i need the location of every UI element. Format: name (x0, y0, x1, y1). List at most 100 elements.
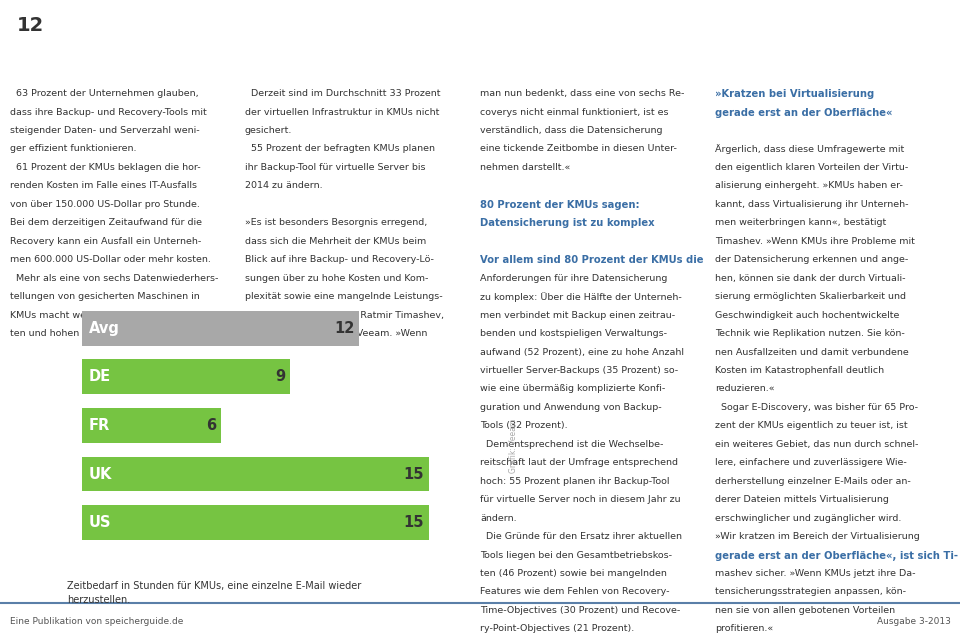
Bar (0, 0, 62, 54)
Text: alisierung einhergeht. »KMUs haben er-: alisierung einhergeht. »KMUs haben er- (715, 182, 903, 190)
Text: kannt, dass Virtualisierung ihr Unterneh-: kannt, dass Virtualisierung ihr Unterneh… (715, 200, 909, 209)
Text: ein weiteres Gebiet, das nun durch schnel-: ein weiteres Gebiet, das nun durch schne… (715, 440, 919, 449)
Text: 6: 6 (205, 418, 216, 433)
Text: Time-Objectives (30 Prozent) und Recove-: Time-Objectives (30 Prozent) und Recove- (480, 606, 681, 615)
Text: tensicherungsstrategien anpassen, kön-: tensicherungsstrategien anpassen, kön- (715, 587, 906, 596)
Text: ändern.: ändern. (480, 514, 516, 523)
Text: Vor allem sind 80 Prozent der KMUs die: Vor allem sind 80 Prozent der KMUs die (480, 255, 704, 265)
Text: der virtuellen Infrastruktur in KMUs nicht: der virtuellen Infrastruktur in KMUs nic… (245, 107, 439, 117)
Text: hoch: 55 Prozent planen ihr Backup-Tool: hoch: 55 Prozent planen ihr Backup-Tool (480, 477, 669, 486)
Text: man nun bedenkt, dass eine von sechs Re-: man nun bedenkt, dass eine von sechs Re- (480, 89, 684, 98)
Text: plexität sowie eine mangelnde Leistungs-: plexität sowie eine mangelnde Leistungs- (245, 292, 443, 301)
Text: 15: 15 (404, 515, 424, 530)
Text: 12: 12 (334, 321, 355, 336)
Text: sungen über zu hohe Kosten und Kom-: sungen über zu hohe Kosten und Kom- (245, 274, 428, 283)
Text: UK: UK (88, 467, 112, 481)
Text: DE: DE (88, 370, 110, 384)
Bar (82, 505, 429, 540)
Text: 80 Prozent der KMUs sagen:: 80 Prozent der KMUs sagen: (480, 200, 639, 210)
Text: Mehr als eine von sechs Datenwiederhers-: Mehr als eine von sechs Datenwiederhers- (10, 274, 218, 283)
Text: virtueller Server-Backups (35 Prozent) so-: virtueller Server-Backups (35 Prozent) s… (480, 366, 678, 375)
Text: men weiterbringen kann«, bestätigt: men weiterbringen kann«, bestätigt (715, 218, 886, 227)
Text: KMUs macht wegen langer Recovery-Zei-: KMUs macht wegen langer Recovery-Zei- (10, 311, 205, 319)
Text: Die Gründe für den Ersatz ihrer aktuellen: Die Gründe für den Ersatz ihrer aktuelle… (480, 532, 682, 541)
Bar (82, 408, 221, 443)
Text: lere, einfachere und zuverlässigere Wie-: lere, einfachere und zuverlässigere Wie- (715, 458, 907, 467)
Text: gerade erst an der Oberfläche«: gerade erst an der Oberfläche« (715, 107, 893, 117)
Text: Recovery kann ein Ausfall ein Unterneh-: Recovery kann ein Ausfall ein Unterneh- (10, 237, 201, 246)
Text: profitieren.«: profitieren.« (715, 624, 774, 634)
Text: derherstellung einzelner E-Mails oder an-: derherstellung einzelner E-Mails oder an… (715, 477, 911, 486)
Text: verständlich, dass die Datensicherung: verständlich, dass die Datensicherung (480, 126, 662, 135)
Text: Datensicherung ist zu komplex: Datensicherung ist zu komplex (480, 218, 655, 229)
Text: nen sie von allen gebotenen Vorteilen: nen sie von allen gebotenen Vorteilen (715, 606, 896, 615)
Text: Features wie dem Fehlen von Recovery-: Features wie dem Fehlen von Recovery- (480, 587, 669, 596)
Text: coverys nicht einmal funktioniert, ist es: coverys nicht einmal funktioniert, ist e… (480, 107, 668, 117)
Text: mashev sicher. »Wenn KMUs jetzt ihre Da-: mashev sicher. »Wenn KMUs jetzt ihre Da- (715, 569, 916, 578)
Text: fähigkeit beklagt«, sagt Ratmir Timashev,: fähigkeit beklagt«, sagt Ratmir Timashev… (245, 311, 444, 319)
Text: wie eine übermäßig komplizierte Konfi-: wie eine übermäßig komplizierte Konfi- (480, 384, 665, 394)
Text: gesichert.: gesichert. (245, 126, 292, 135)
Text: reduzieren.«: reduzieren.« (715, 384, 775, 394)
Text: »Kratzen bei Virtualisierung: »Kratzen bei Virtualisierung (715, 89, 875, 99)
Text: Derzeit sind im Durchschnitt 33 Prozent: Derzeit sind im Durchschnitt 33 Prozent (245, 89, 441, 98)
Text: hen, können sie dank der durch Virtuali-: hen, können sie dank der durch Virtuali- (715, 274, 905, 283)
Text: steigender Daten- und Serverzahl weni-: steigender Daten- und Serverzahl weni- (10, 126, 200, 135)
Text: eine tickende Zeitbombe in diesen Unter-: eine tickende Zeitbombe in diesen Unter- (480, 145, 677, 154)
Text: Tools liegen bei den Gesamtbetriebskos-: Tools liegen bei den Gesamtbetriebskos- (480, 551, 672, 559)
Text: 63 Prozent der Unternehmen glauben,: 63 Prozent der Unternehmen glauben, (10, 89, 198, 98)
Text: Anforderungen für ihre Datensicherung: Anforderungen für ihre Datensicherung (480, 274, 667, 283)
Text: gerade erst an der Oberfläche«, ist sich Ti-: gerade erst an der Oberfläche«, ist sich… (715, 551, 958, 561)
Text: Technik wie Replikation nutzen. Sie kön-: Technik wie Replikation nutzen. Sie kön- (715, 329, 905, 338)
Bar (82, 359, 290, 394)
Text: aufwand (52 Prozent), eine zu hohe Anzahl: aufwand (52 Prozent), eine zu hohe Anzah… (480, 347, 684, 356)
Text: Bei dem derzeitigen Zeitaufwand für die: Bei dem derzeitigen Zeitaufwand für die (10, 218, 202, 227)
Text: Sogar E-Discovery, was bisher für 65 Pro-: Sogar E-Discovery, was bisher für 65 Pro… (715, 403, 918, 412)
Text: benden und kostspieligen Verwaltungs-: benden und kostspieligen Verwaltungs- (480, 329, 667, 338)
Text: erschwinglicher und zugänglicher wird.: erschwinglicher und zugänglicher wird. (715, 514, 901, 523)
Text: ry-Point-Objectives (21 Prozent).: ry-Point-Objectives (21 Prozent). (480, 624, 635, 634)
Text: guration und Anwendung von Backup-: guration und Anwendung von Backup- (480, 403, 661, 412)
Text: tellungen von gesicherten Maschinen in: tellungen von gesicherten Maschinen in (10, 292, 200, 301)
Text: 12: 12 (17, 17, 44, 36)
Text: Geschwindigkeit auch hochentwickelte: Geschwindigkeit auch hochentwickelte (715, 311, 900, 319)
Text: den eigentlich klaren Vorteilen der Virtu-: den eigentlich klaren Vorteilen der Virt… (715, 163, 908, 172)
Text: ihr Backup-Tool für virtuelle Server bis: ihr Backup-Tool für virtuelle Server bis (245, 163, 425, 172)
Text: nen Ausfallzeiten und damit verbundene: nen Ausfallzeiten und damit verbundene (715, 347, 909, 356)
Text: President und CEO von Veeam. »Wenn: President und CEO von Veeam. »Wenn (245, 329, 427, 338)
Text: Tools (32 Prozent).: Tools (32 Prozent). (480, 422, 567, 431)
Text: 61 Prozent der KMUs beklagen die hor-: 61 Prozent der KMUs beklagen die hor- (10, 163, 201, 172)
Text: reitschaft laut der Umfrage entsprechend: reitschaft laut der Umfrage entsprechend (480, 458, 678, 467)
Text: »Wir kratzen im Bereich der Virtualisierung: »Wir kratzen im Bereich der Virtualisier… (715, 532, 920, 541)
Text: sierung ermöglichten Skalierbarkeit und: sierung ermöglichten Skalierbarkeit und (715, 292, 906, 301)
Text: ger effizient funktionieren.: ger effizient funktionieren. (10, 145, 136, 154)
Text: ten und hohen Ausfallskosten Probleme.: ten und hohen Ausfallskosten Probleme. (10, 329, 201, 338)
Text: zu komplex: Über die Hälfte der Unterneh-: zu komplex: Über die Hälfte der Unterneh… (480, 292, 682, 302)
Bar (82, 457, 429, 491)
Text: Kosten im Katastrophenfall deutlich: Kosten im Katastrophenfall deutlich (715, 366, 884, 375)
Text: ten (46 Prozent) sowie bei mangelnden: ten (46 Prozent) sowie bei mangelnden (480, 569, 667, 578)
Text: Grafik: Veeam: Grafik: Veeam (509, 419, 518, 473)
Text: zent der KMUs eigentlich zu teuer ist, ist: zent der KMUs eigentlich zu teuer ist, i… (715, 422, 908, 431)
Text: Avg: Avg (88, 321, 119, 336)
Text: »Es ist besonders Besorgnis erregend,: »Es ist besonders Besorgnis erregend, (245, 218, 427, 227)
Text: dass sich die Mehrheit der KMUs beim: dass sich die Mehrheit der KMUs beim (245, 237, 426, 246)
Text: derer Dateien mittels Virtualisierung: derer Dateien mittels Virtualisierung (715, 495, 889, 504)
Text: 9: 9 (276, 370, 285, 384)
Text: Dementsprechend ist die Wechselbe-: Dementsprechend ist die Wechselbe- (480, 440, 663, 449)
Text: Eine Publikation von speicherguide.de: Eine Publikation von speicherguide.de (10, 617, 183, 626)
Text: Datensicherung: Datensicherung (82, 17, 268, 37)
Text: men verbindet mit Backup einen zeitrau-: men verbindet mit Backup einen zeitrau- (480, 311, 675, 319)
Text: Zeitbedarf in Stunden für KMUs, eine einzelne E-Mail wieder
herzustellen.: Zeitbedarf in Stunden für KMUs, eine ein… (67, 581, 362, 605)
Text: nehmen darstellt.«: nehmen darstellt.« (480, 163, 570, 172)
Text: Ärgerlich, dass diese Umfragewerte mit: Ärgerlich, dass diese Umfragewerte mit (715, 145, 904, 154)
Bar (82, 311, 359, 346)
Text: für virtuelle Server noch in diesem Jahr zu: für virtuelle Server noch in diesem Jahr… (480, 495, 681, 504)
Text: US: US (88, 515, 111, 530)
Text: 55 Prozent der befragten KMUs planen: 55 Prozent der befragten KMUs planen (245, 145, 435, 154)
Text: renden Kosten im Falle eines IT-Ausfalls: renden Kosten im Falle eines IT-Ausfalls (10, 182, 197, 190)
Text: Ausgabe 3-2013: Ausgabe 3-2013 (876, 617, 950, 626)
Text: 2014 zu ändern.: 2014 zu ändern. (245, 182, 323, 190)
Text: Blick auf ihre Backup- und Recovery-Lö-: Blick auf ihre Backup- und Recovery-Lö- (245, 255, 434, 264)
Text: dass ihre Backup- und Recovery-Tools mit: dass ihre Backup- und Recovery-Tools mit (10, 107, 206, 117)
